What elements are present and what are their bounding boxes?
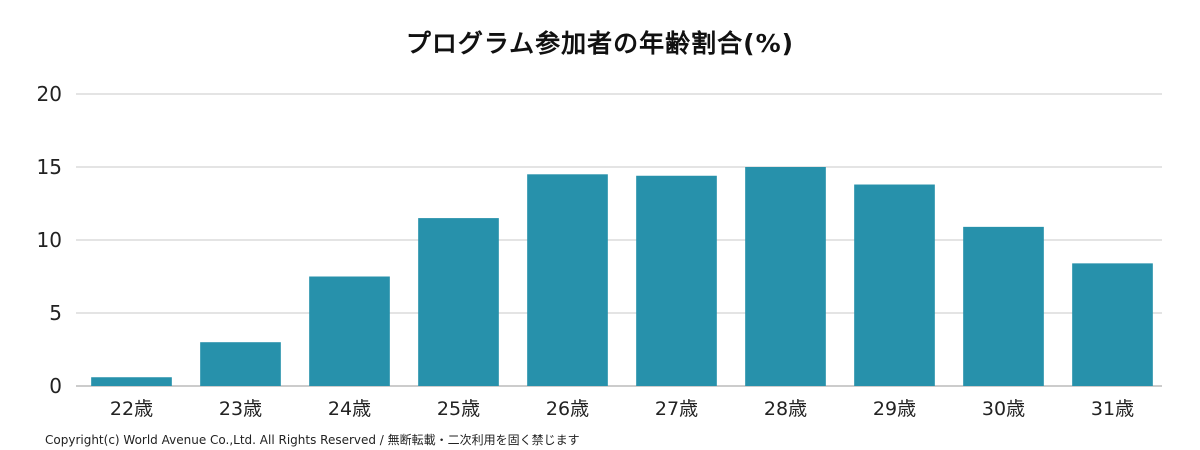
y-axis-ticks: 0 5 10 15 20	[37, 82, 62, 398]
bar-30歳	[963, 226, 1044, 386]
bar-27歳	[636, 175, 717, 386]
bar-26歳	[527, 174, 608, 386]
x-tick-label: 31歳	[1091, 398, 1134, 420]
x-tick-label: 26歳	[546, 398, 589, 420]
bar-24歳	[309, 276, 390, 386]
x-tick-label: 28歳	[764, 398, 807, 420]
y-tick-label: 15	[37, 155, 62, 179]
y-tick-label: 0	[49, 374, 62, 398]
y-tick-label: 5	[49, 301, 62, 325]
chart-title: プログラム参加者の年齢割合(%)	[405, 29, 795, 58]
bar-28歳	[745, 167, 826, 386]
x-tick-label: 29歳	[873, 398, 916, 420]
y-tick-label: 10	[37, 228, 62, 252]
bar-25歳	[418, 218, 499, 386]
bars	[91, 167, 1153, 386]
bar-23歳	[200, 342, 281, 386]
bar-29歳	[854, 184, 935, 386]
bar-22歳	[91, 377, 172, 386]
y-tick-label: 20	[37, 82, 62, 106]
x-tick-label: 23歳	[219, 398, 262, 420]
x-tick-label: 24歳	[328, 398, 371, 420]
copyright-text: Copyright(c) World Avenue Co.,Ltd. All R…	[45, 433, 580, 447]
x-tick-label: 22歳	[110, 398, 153, 420]
bar-31歳	[1072, 263, 1153, 386]
x-tick-label: 25歳	[437, 398, 480, 420]
x-axis-ticks: 22歳 23歳 24歳 25歳 26歳 27歳 28歳 29歳 30歳 31歳	[110, 398, 1134, 420]
x-tick-label: 27歳	[655, 398, 698, 420]
x-tick-label: 30歳	[982, 398, 1025, 420]
